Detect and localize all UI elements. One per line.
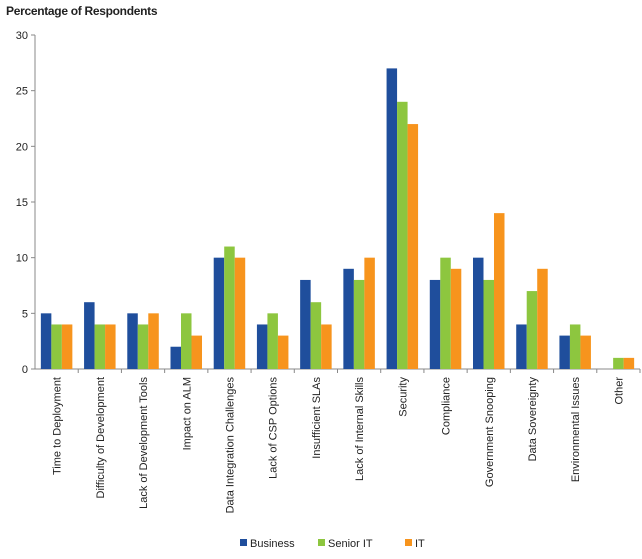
bar-senior-it (397, 101, 408, 370)
y-tick-label: 10 (16, 253, 28, 265)
y-tick-label: 15 (16, 197, 28, 209)
bar-senior-it (526, 291, 538, 369)
bar-business (40, 313, 52, 369)
y-tick-label: 25 (16, 86, 28, 98)
bar-senior-it (267, 313, 278, 369)
x-tick-label: Insufficient SLAs (311, 377, 323, 459)
bar-business (170, 346, 181, 369)
bar-senior-it (224, 246, 235, 369)
bar-senior-it (51, 324, 62, 369)
bar-business (127, 313, 138, 369)
bar-senior-it (569, 324, 581, 369)
bar-it (148, 313, 159, 369)
bar-it (277, 335, 289, 369)
bar-senior-it (613, 357, 624, 369)
bar-it (494, 213, 505, 369)
x-tick-label: Compliance (441, 377, 453, 435)
bar-it (61, 324, 73, 369)
y-axis-title: Percentage of Respondents (6, 4, 158, 18)
bar-business (256, 324, 268, 369)
x-tick-label: Security (397, 377, 409, 417)
bar-business (516, 324, 527, 369)
x-tick-label: Government Snooping (484, 377, 496, 487)
bar-it (537, 268, 548, 369)
bar-it (580, 335, 591, 369)
y-tick-label: 0 (22, 364, 28, 376)
bar-it (450, 268, 462, 369)
bar-it (105, 324, 116, 369)
bar-senior-it (353, 279, 365, 369)
bar-business (429, 279, 441, 369)
x-tick-label: Time to Deployment (52, 377, 64, 475)
bar-senior-it (94, 324, 106, 369)
legend-label: IT (415, 538, 425, 550)
bar-business (386, 68, 398, 370)
y-tick-label: 20 (16, 141, 28, 153)
legend-label: Senior IT (328, 538, 373, 550)
x-tick-label: Difficulty of Development (95, 377, 107, 498)
bar-business (213, 257, 225, 369)
legend-label: Business (250, 538, 295, 550)
y-tick-label: 5 (22, 308, 28, 320)
x-tick-label: Other (613, 377, 625, 405)
bar-business (559, 335, 570, 369)
legend-swatch (240, 539, 247, 546)
bar-it (364, 257, 375, 369)
bar-business (473, 257, 484, 369)
bar-senior-it (440, 257, 451, 369)
bar-senior-it (137, 324, 149, 369)
x-tick-label: Data Sovereignty (527, 377, 539, 462)
bar-it (623, 357, 635, 369)
bar-it (407, 124, 419, 369)
bar-it (321, 324, 332, 369)
y-tick-label: 30 (16, 30, 28, 42)
bar-it (191, 335, 202, 369)
x-tick-label: Impact on ALM (181, 377, 193, 450)
legend-swatch (318, 539, 325, 546)
bar-senior-it (181, 313, 192, 369)
x-tick-label: Data Integration Challenges (224, 377, 236, 514)
x-tick-label: Environmental Issues (570, 377, 582, 483)
x-tick-label: Lack of Development Tools (138, 377, 150, 509)
bar-business (84, 302, 95, 369)
x-tick-label: Lack of Internal Skills (354, 377, 366, 481)
bar-senior-it (483, 279, 494, 369)
bar-business (343, 268, 354, 369)
bar-business (300, 279, 311, 369)
bar-senior-it (310, 302, 322, 369)
x-tick-label: Lack of CSP Options (268, 377, 280, 479)
legend-swatch (405, 539, 412, 546)
bar-it (234, 257, 246, 369)
